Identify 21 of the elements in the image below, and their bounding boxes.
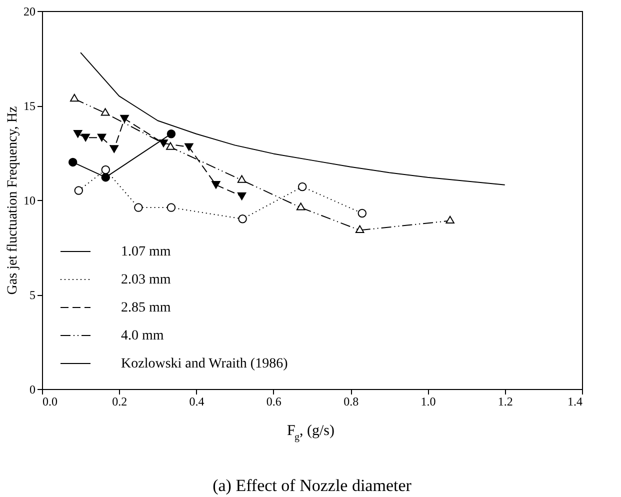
y-tick-label: 0: [30, 382, 36, 396]
line-series: [80, 52, 506, 186]
y-tick-label: 10: [24, 194, 36, 208]
y-tick-label: 5: [30, 288, 36, 302]
x-tick-label: 0.6: [266, 394, 282, 408]
y-axis-title: Gas jet fluctuation Frequency, Hz: [6, 106, 20, 295]
x-tick-label: 0.8: [344, 394, 359, 408]
x-tick-label: 1.2: [498, 394, 513, 408]
x-tick-label: 0.4: [189, 394, 204, 408]
text: (a) Effect of Nozzle diameter: [212, 476, 412, 495]
legend-label: 2.85 mm: [121, 300, 171, 316]
x-tick-label: 1.0: [420, 394, 436, 408]
legend-label: 4.0 mm: [121, 328, 164, 344]
legend-label: Kozlowski and Wraith (1986): [121, 356, 288, 372]
y-tick-label: 15: [24, 99, 36, 113]
legend-label: 2.03 mm: [121, 272, 171, 288]
legend-label: 1.07 mm: [121, 244, 171, 260]
y-tick-label: 20: [24, 4, 36, 18]
x-tick-label: 0.2: [112, 394, 128, 408]
x-tick-label: 0.0: [42, 394, 58, 408]
x-tick-label: 1.4: [568, 394, 582, 408]
